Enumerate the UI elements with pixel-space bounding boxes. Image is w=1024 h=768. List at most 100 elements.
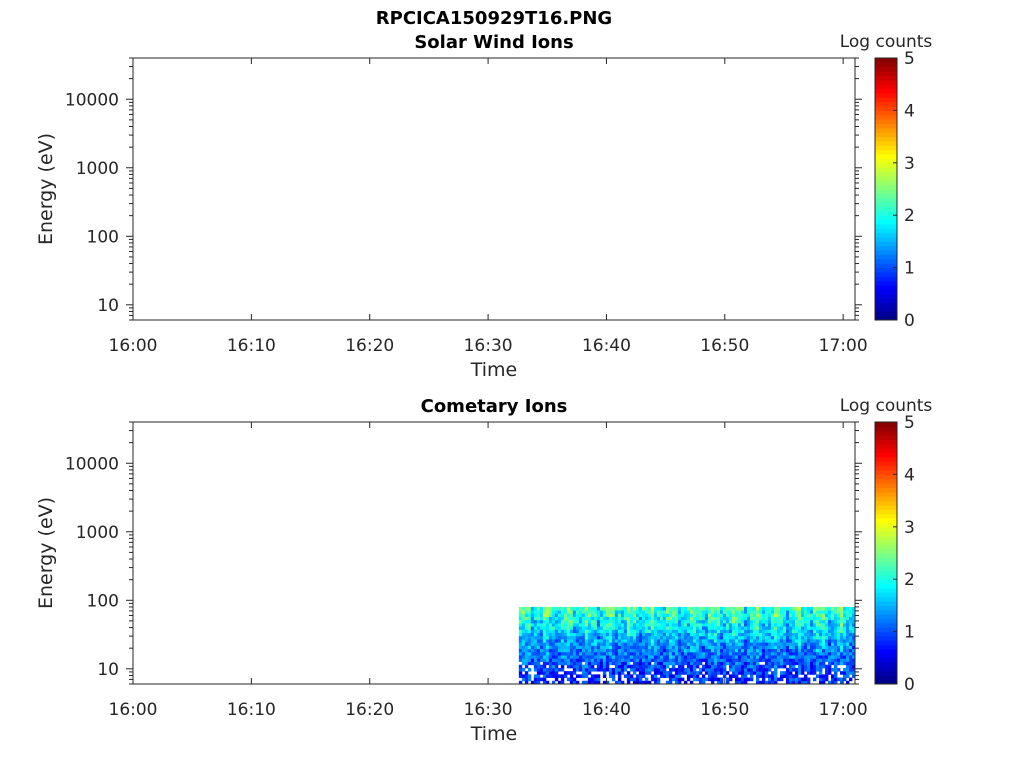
spectrogram-cell xyxy=(737,616,742,621)
spectrogram-cell xyxy=(692,651,697,656)
spectrogram-cell xyxy=(674,619,679,624)
spectrogram-cell xyxy=(746,667,751,672)
spectrogram-cell xyxy=(533,622,538,627)
spectrogram-cell xyxy=(809,616,814,621)
spectrogram-cell xyxy=(839,645,844,650)
colorbar-band xyxy=(875,653,897,659)
spectrogram-cell xyxy=(827,619,832,624)
spectrogram-cell xyxy=(563,655,568,659)
spectrogram-cell xyxy=(656,635,661,640)
spectrogram-cell xyxy=(764,606,769,611)
spectrogram-cell xyxy=(782,619,787,624)
spectrogram-cell xyxy=(680,629,685,634)
spectrogram-cell xyxy=(596,639,601,643)
spectrogram-cell xyxy=(713,619,718,624)
spectrogram-cell xyxy=(599,622,604,627)
spectrogram-cell xyxy=(761,616,766,621)
spectrogram-cell xyxy=(698,632,703,637)
spectrogram-cell xyxy=(752,616,757,621)
spectrogram-cell xyxy=(830,648,835,653)
spectrogram-cell xyxy=(554,632,559,637)
spectrogram-cell xyxy=(830,655,835,659)
spectrogram-cell xyxy=(521,619,526,624)
spectrogram-cell xyxy=(542,645,547,650)
spectrogram-cell xyxy=(849,619,853,624)
spectrogram-cell xyxy=(800,616,805,621)
spectrogram-cell xyxy=(752,635,757,640)
spectrogram-cell xyxy=(578,639,583,643)
spectrogram-cell xyxy=(770,651,775,656)
spectrogram-cell xyxy=(530,619,535,624)
spectrogram-cell xyxy=(566,661,571,666)
spectrogram-cell xyxy=(758,645,763,650)
spectrogram-cell xyxy=(563,674,568,678)
colorbar-band xyxy=(875,456,897,462)
spectrogram-cell xyxy=(824,667,829,672)
spectrogram-cell xyxy=(566,677,571,682)
colorbar-frame xyxy=(874,421,898,685)
spectrogram-cell xyxy=(593,632,598,637)
spectrogram-cell xyxy=(846,639,850,643)
spectrogram-cell xyxy=(584,667,589,672)
spectrogram-cell xyxy=(698,613,703,617)
spectrogram-cell xyxy=(849,616,853,621)
spectrogram-cell xyxy=(749,626,754,630)
colorbar-band xyxy=(875,136,897,142)
spectrogram-cell xyxy=(812,639,817,643)
spectrogram-cell xyxy=(761,648,766,653)
colorbar-band xyxy=(875,175,897,181)
spectrogram-cell xyxy=(710,671,715,675)
spectrogram-cell xyxy=(683,629,688,634)
spectrogram-cell xyxy=(773,619,778,624)
spectrogram-cell xyxy=(770,626,775,630)
spectrogram-cell xyxy=(707,632,712,637)
spectrogram-cell xyxy=(836,632,841,637)
spectrogram-cell xyxy=(770,629,775,634)
spectrogram-cell xyxy=(644,613,649,617)
spectrogram-cell xyxy=(536,642,541,646)
spectrogram-cell xyxy=(608,667,613,672)
spectrogram-cell xyxy=(716,635,721,640)
spectrogram-cell xyxy=(650,674,655,678)
spectrogram-cell xyxy=(542,626,547,630)
spectrogram-cell xyxy=(530,645,535,650)
spectrogram-cell xyxy=(812,648,817,653)
spectrogram-cell xyxy=(770,664,775,669)
spectrogram-cell xyxy=(710,648,715,653)
colorbar-band xyxy=(875,666,897,672)
colorbar-band xyxy=(875,518,897,523)
spectrogram-cell xyxy=(719,610,724,614)
spectrogram-cell xyxy=(821,658,826,662)
spectrogram-cell xyxy=(764,655,769,659)
spectrogram-cell xyxy=(782,648,787,653)
spectrogram-cell xyxy=(849,648,853,653)
spectrogram-cell xyxy=(740,606,745,611)
spectrogram-cell xyxy=(731,655,736,659)
spectrogram-cell xyxy=(596,645,601,650)
spectrogram-cells xyxy=(518,606,856,685)
spectrogram-cell xyxy=(758,613,763,617)
spectrogram-cell xyxy=(590,664,595,669)
spectrogram-cell xyxy=(752,655,757,659)
spectrogram-cell xyxy=(734,651,739,656)
spectrogram-cell xyxy=(797,632,802,637)
spectrogram-cell xyxy=(548,674,553,678)
spectrogram-cell xyxy=(701,664,706,669)
spectrogram-cell xyxy=(830,635,835,640)
spectrogram-cell xyxy=(644,655,649,659)
spectrogram-cell xyxy=(797,648,802,653)
spectrogram-cell xyxy=(644,632,649,637)
colorbar-band xyxy=(875,657,897,663)
spectrogram-cell xyxy=(767,645,772,650)
spectrogram-cell xyxy=(521,635,526,640)
colorbar-band xyxy=(875,649,897,654)
spectrogram-cell xyxy=(629,667,634,672)
spectrogram-cell xyxy=(596,658,601,662)
spectrogram-cell xyxy=(659,610,664,614)
spectrogram-cell xyxy=(638,626,643,630)
spectrogram-cell xyxy=(704,667,709,672)
spectrogram-cell xyxy=(846,632,850,637)
spectrogram-cell xyxy=(803,622,808,627)
colorbar-band xyxy=(875,276,897,282)
